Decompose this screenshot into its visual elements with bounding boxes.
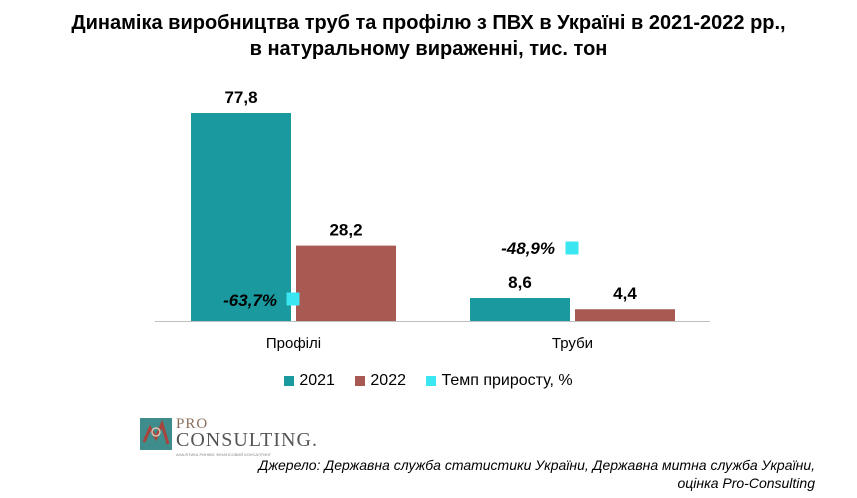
legend-swatch-growth [426,376,437,386]
bar-2021-0 [191,113,291,321]
chart-title-line2: в натуральному вираженні, тис. тон [249,38,608,60]
chart-title: Динаміка виробництва труб та профілю з П… [0,10,857,62]
legend-swatch-2021 [284,376,295,386]
growth-label-0: -63,7% [223,291,277,310]
logo-tagline: АНАЛІТИКА РИНКІВ. ФІНАНСОВИЙ КОНСАЛТИНГ [176,452,272,457]
logo-mark-icon [140,418,172,450]
x-tick-label-1: Труби [552,335,593,352]
legend-label-2022: 2022 [370,372,406,389]
x-tick-label-0: Профілі [266,335,321,352]
pro-consulting-logo: PRO CONSULTING. АНАЛІТИКА РИНКІВ. ФІНАНС… [140,416,317,457]
data-label-2021-1: 8,6 [508,273,532,292]
legend-label-2021: 2021 [299,372,335,389]
logo-consulting-text: CONSULTING. [176,429,318,451]
legend-item-growth: Темп приросту, % [426,372,573,390]
source-line2: оцінка Pro-Consulting [677,475,816,491]
chart-title-line1: Динаміка виробництва труб та профілю з П… [71,12,786,34]
bar-2022-0 [296,245,396,321]
legend-item-2022: 2022 [355,372,406,390]
legend: 2021 2022 Темп приросту, % [0,372,857,391]
data-label-2021-0: 77,8 [224,88,257,107]
bar-2021-1 [470,298,570,321]
legend-label-growth: Темп приросту, % [441,372,573,389]
source-line1: Джерело: Державна служба статистики Укра… [258,457,815,473]
growth-marker-1 [565,241,579,255]
legend-item-2021: 2021 [284,372,335,390]
growth-marker-0 [286,292,300,306]
bar-chart: 77,8 28,2 Профілі 8,6 4,4 Труби -63,7% -48,9% [155,88,710,352]
logo-pro-text: PRO [176,416,209,432]
growth-label-1: -48,9% [501,239,555,258]
data-label-2022-1: 4,4 [613,284,637,303]
data-label-2022-0: 28,2 [329,221,362,240]
source-note: Джерело: Державна служба статистики Укра… [259,456,815,492]
legend-swatch-2022 [355,376,366,386]
bar-2022-1 [575,309,675,321]
